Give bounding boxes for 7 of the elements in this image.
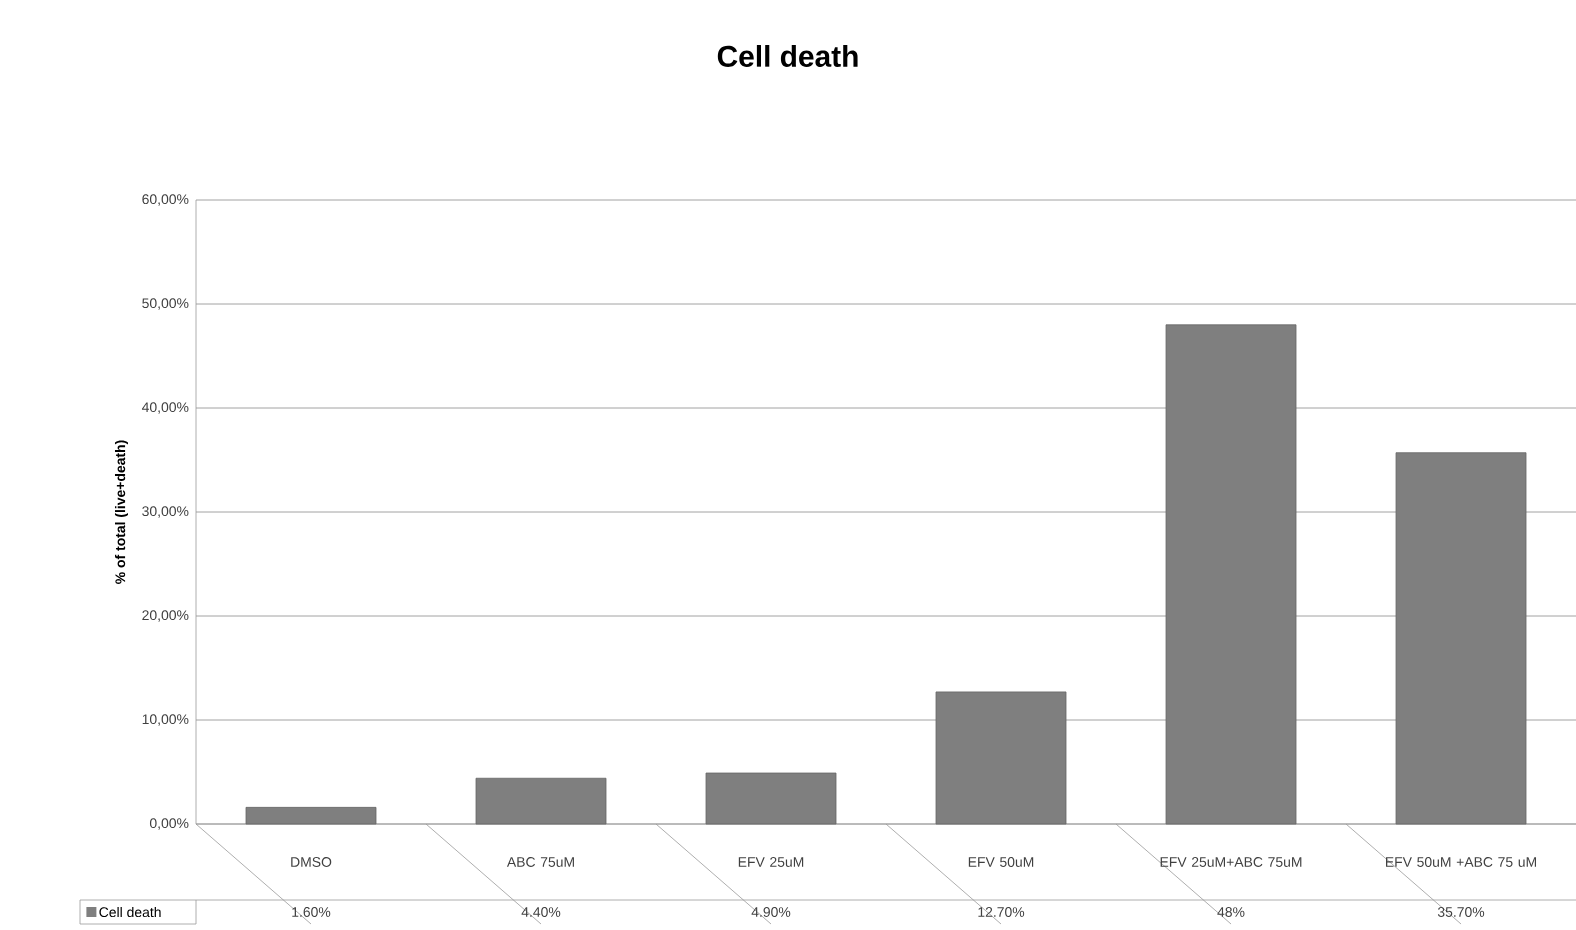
bar [475,777,607,825]
bar [935,691,1067,825]
bar [1395,452,1527,825]
bar [705,772,837,825]
chart-title: Cell death [717,45,858,67]
bar [245,806,377,825]
bar [1165,324,1297,825]
